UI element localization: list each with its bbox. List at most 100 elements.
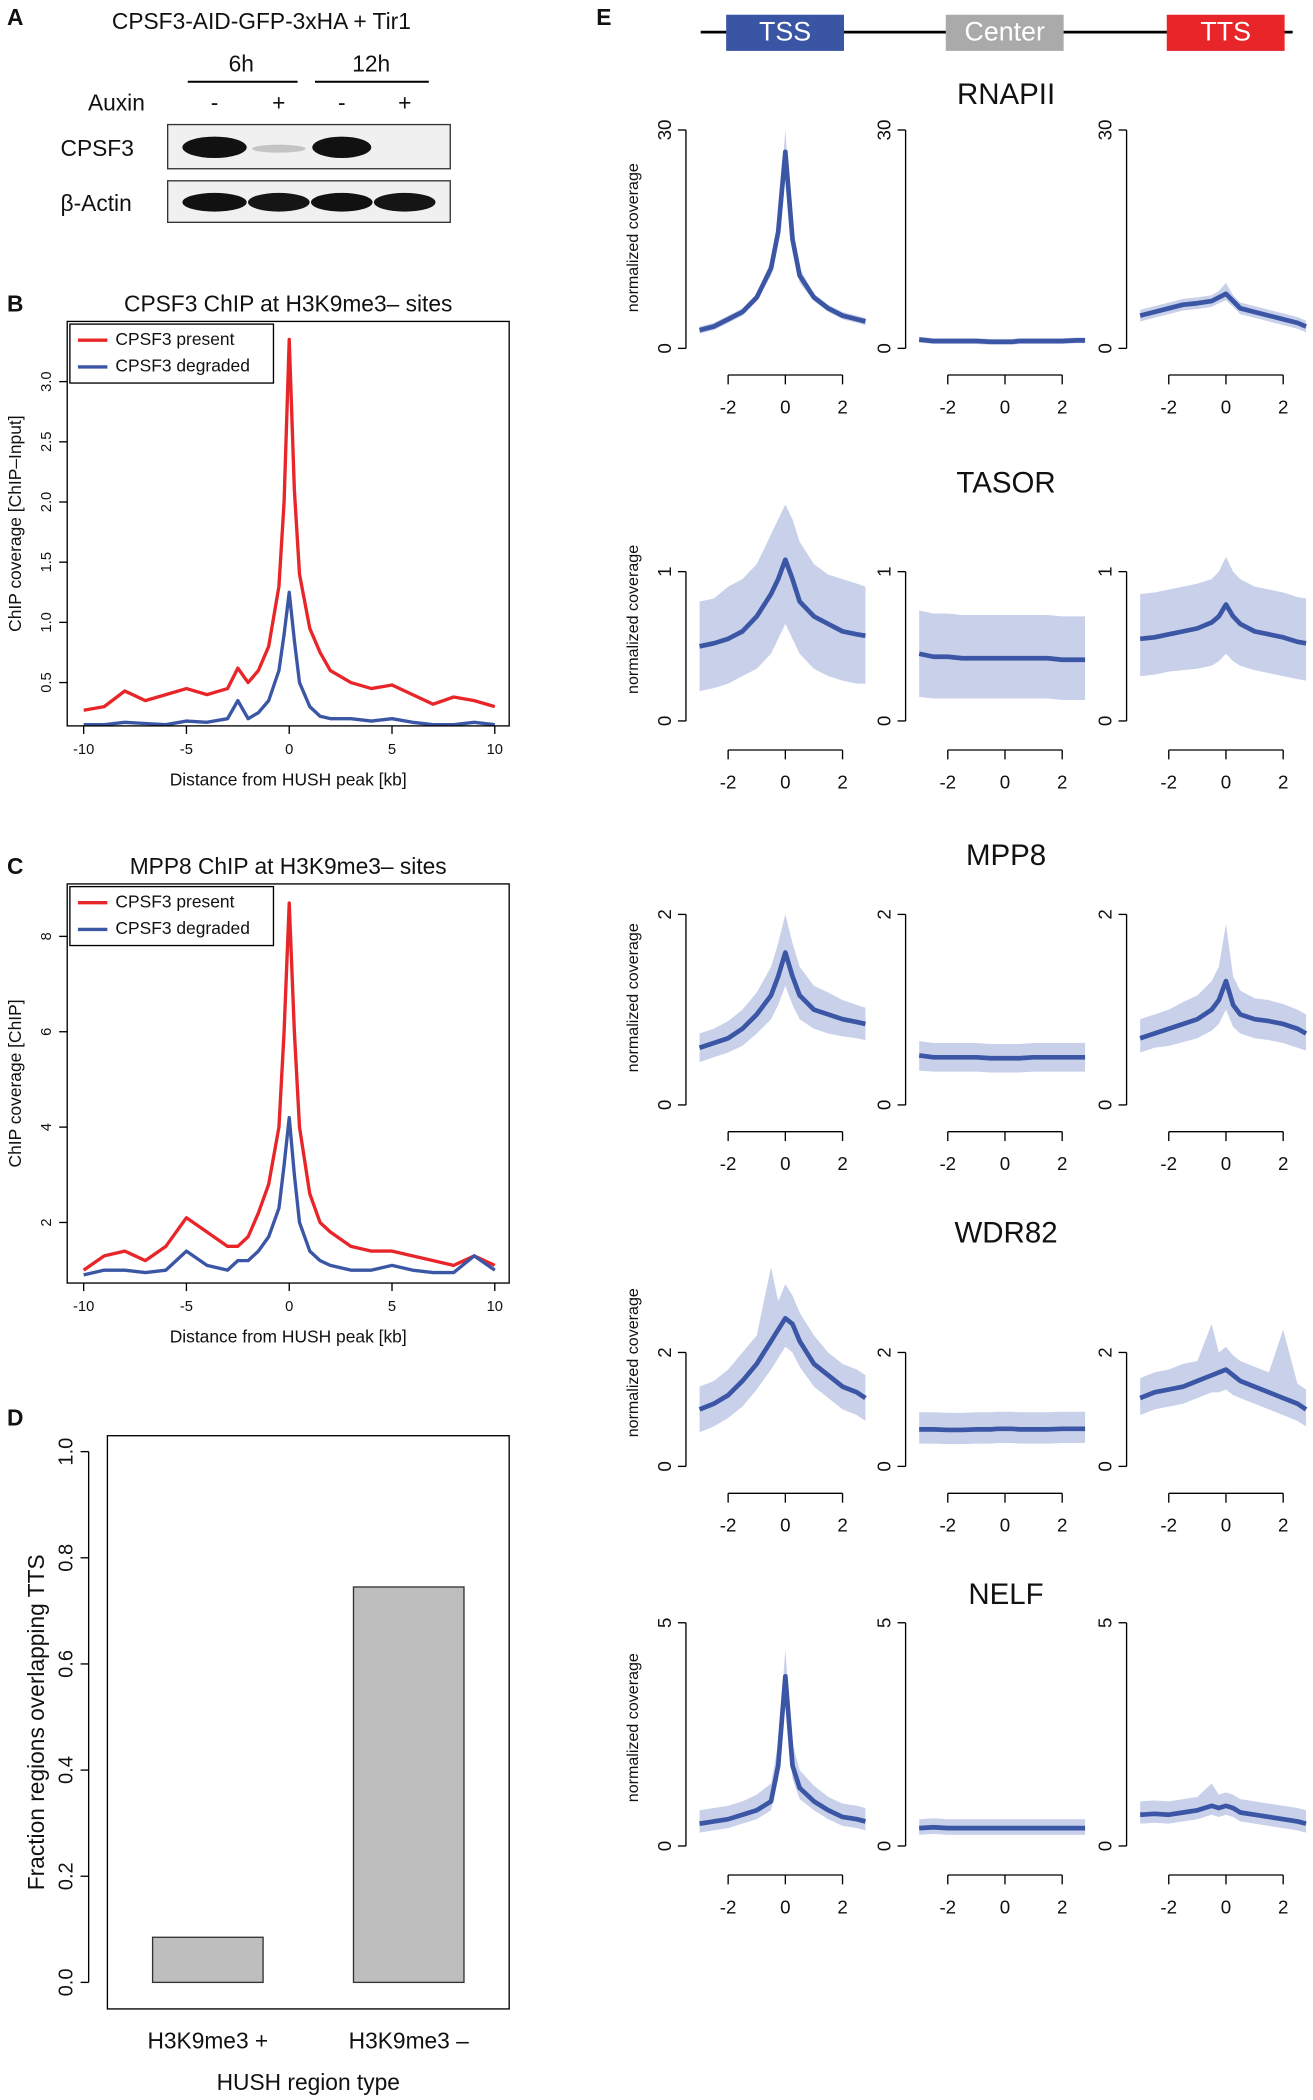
y-tick-label: 2 [654, 1347, 675, 1357]
y-axis-label: ChIP coverage [ChIP] [5, 999, 25, 1167]
series-line [83, 590, 495, 727]
protein-label: β-Actin [61, 190, 132, 216]
blot-title: CPSF3-AID-GFP-3xHA + Tir1 [112, 8, 411, 34]
y-tick-label: 1 [654, 566, 675, 576]
x-tick-label: 0 [285, 1299, 293, 1315]
y-tick-label: 0 [873, 1100, 894, 1110]
x-tick-label: -2 [1160, 1153, 1177, 1174]
blot-band [252, 144, 306, 153]
x-tick-label: -2 [939, 1153, 956, 1174]
y-tick-label: 0 [654, 343, 675, 353]
auxin-sign: - [338, 89, 346, 115]
x-tick-label: 0 [1221, 771, 1231, 792]
profile-line [699, 1674, 867, 1826]
confidence-band [919, 610, 1086, 701]
bar [352, 1586, 465, 1984]
profile-line [1139, 291, 1307, 329]
confidence-band [699, 1267, 866, 1433]
y-tick-label: 0 [1094, 343, 1115, 353]
blot-band [182, 136, 247, 159]
panel-label: B [7, 290, 23, 316]
blot-band [312, 136, 372, 159]
y-axis-label: normalized coverage [624, 1653, 642, 1802]
y-tick-label: 0 [654, 716, 675, 726]
legend-box [69, 323, 275, 384]
x-tick-label: -5 [180, 742, 193, 758]
x-tick-label: 2 [1057, 1153, 1067, 1174]
x-tick-label: -2 [939, 396, 956, 417]
y-tick-label: 2.0 [39, 492, 55, 512]
x-tick-label: 10 [487, 742, 503, 758]
x-tick-label: 0 [1000, 396, 1010, 417]
x-tick-label: 2 [1278, 396, 1288, 417]
y-tick-label: 2 [654, 909, 675, 919]
x-tick-label: 5 [388, 1299, 396, 1315]
y-tick-label: 2 [1094, 909, 1115, 919]
x-tick-label: -10 [73, 1299, 94, 1315]
x-tick-label: 0 [1221, 396, 1231, 417]
y-tick-label: 0.5 [39, 672, 55, 692]
time-label: 6h [229, 51, 254, 77]
row-title: MPP8 [966, 839, 1046, 872]
x-axis-label: Distance from HUSH peak [kb] [170, 769, 407, 789]
y-axis-label: normalized coverage [624, 923, 642, 1072]
profile-line [1139, 978, 1308, 1041]
confidence-band [699, 504, 866, 692]
blot-band [310, 192, 373, 212]
x-tick-label: 2 [1057, 1896, 1067, 1917]
x-tick-label: -2 [1160, 771, 1177, 792]
legend-label: CPSF3 degraded [115, 356, 250, 376]
auxin-sign: + [272, 89, 285, 115]
plot-frame [66, 320, 510, 727]
series-line [83, 337, 496, 712]
confidence-band [699, 914, 866, 1063]
y-tick-label: 0 [873, 343, 894, 353]
row-title: WDR82 [954, 1217, 1057, 1250]
y-tick-label: 30 [873, 120, 894, 141]
profile-line [918, 651, 1086, 663]
y-tick-label: 1.0 [39, 612, 55, 632]
series-line [82, 901, 496, 1272]
x-tick-label: 2 [1278, 1153, 1288, 1174]
y-tick-label: 6 [39, 1028, 55, 1036]
legend-label: CPSF3 present [115, 891, 234, 911]
y-axis-label: Fraction regions overlapping TTS [23, 1554, 49, 1890]
time-label: 12h [352, 51, 390, 77]
x-tick-label: 0 [1000, 771, 1010, 792]
y-tick-label: 0.2 [56, 1862, 78, 1890]
y-tick-label: 2 [873, 1347, 894, 1357]
x-tick-label: 0 [780, 771, 790, 792]
x-tick-label: -2 [1160, 1896, 1177, 1917]
x-tick-label: -2 [1160, 1515, 1177, 1536]
legend-label: CPSF3 present [115, 329, 234, 349]
treatment-label: Auxin [88, 89, 145, 115]
y-tick-label: 0 [873, 1461, 894, 1471]
x-tick-label: 0 [780, 396, 790, 417]
x-tick-label: 2 [1057, 1515, 1067, 1536]
x-tick-label: 2 [1278, 771, 1288, 792]
x-tick-label: 0 [285, 742, 293, 758]
x-axis-label: HUSH region type [217, 2069, 400, 2095]
profile-line [1139, 602, 1307, 646]
blot-panel: A CPSF3-AID-GFP-3xHA + Tir1 6h 12h Auxin… [7, 4, 451, 223]
blot-band [373, 192, 436, 212]
y-tick-label: 2 [39, 1218, 55, 1226]
x-tick-label: 5 [388, 742, 396, 758]
profile-line [699, 557, 866, 649]
y-tick-label: 0 [1094, 716, 1115, 726]
y-tick-label: 4 [39, 1123, 55, 1131]
y-tick-label: 5 [654, 1618, 675, 1628]
y-tick-label: 2 [873, 909, 894, 919]
x-tick-label: 2 [1278, 1515, 1288, 1536]
column-header: TSS [759, 17, 811, 47]
y-tick-label: 1 [1094, 566, 1115, 576]
x-tick-label: 2 [837, 1896, 847, 1917]
profile-line [698, 1315, 867, 1412]
y-tick-label: 0 [654, 1841, 675, 1851]
y-tick-label: 1 [873, 566, 894, 576]
x-tick-label: 2 [837, 1515, 847, 1536]
x-tick-label: 0 [1000, 1153, 1010, 1174]
x-tick-label: 10 [487, 1299, 503, 1315]
legend-box [69, 885, 275, 947]
